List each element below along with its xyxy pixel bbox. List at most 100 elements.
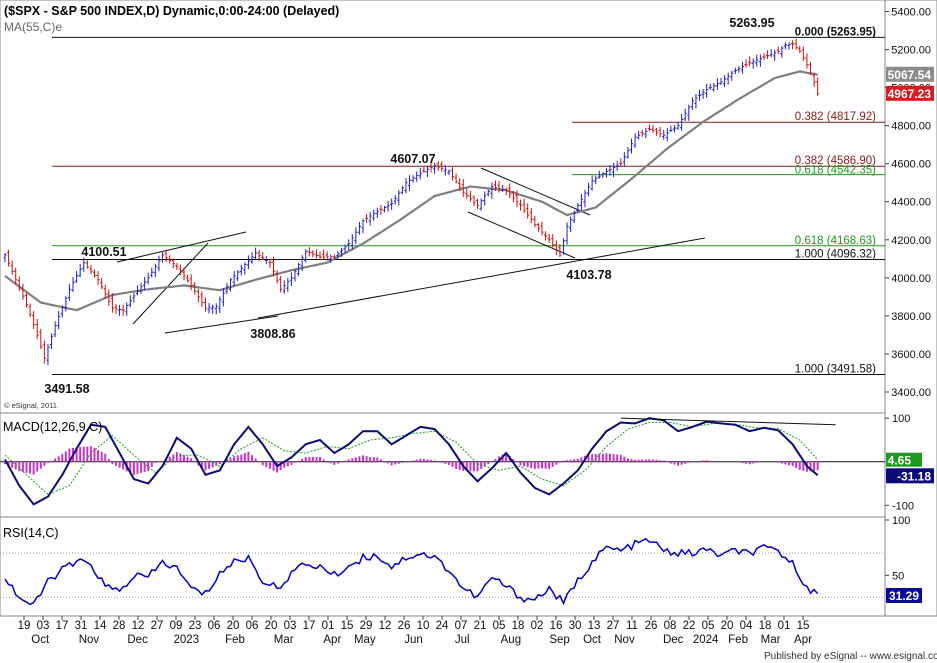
- last-close-box: [886, 85, 934, 101]
- x-tick-label: 24: [436, 620, 449, 632]
- y-tick-label: 5400.00: [891, 7, 931, 19]
- x-tick-label: 17: [303, 620, 316, 632]
- fib-level-label: 0.382 (4586.90): [795, 155, 876, 167]
- x-tick-label: 26: [398, 620, 411, 632]
- rsi-tick-label: 100: [892, 515, 910, 527]
- rsi-line: [4, 537, 819, 606]
- x-tick-label: 26: [645, 620, 658, 632]
- x-tick-label: 08: [664, 620, 677, 632]
- fib-level-label: 0.382 (4817.92): [795, 111, 876, 123]
- x-tick-label: 01: [778, 620, 791, 632]
- macd-line: [4, 417, 819, 506]
- x-tick-label: 16: [550, 620, 563, 632]
- y-axis-strip: [884, 0, 937, 617]
- x-tick-label: 14: [94, 620, 107, 632]
- price-annotation: 4103.78: [566, 268, 611, 282]
- x-tick-label: 20: [227, 620, 240, 632]
- signal-value-box: [886, 452, 922, 467]
- rsi-layer: [0, 537, 885, 606]
- x-month-label: 2024: [693, 634, 719, 646]
- y-tick-label: 4400.00: [891, 197, 931, 209]
- x-tick-label: 18: [759, 620, 772, 632]
- macd-signal-line: [4, 422, 819, 495]
- rsi-title: RSI(14,C): [3, 526, 59, 540]
- x-tick-label: 04: [740, 620, 753, 632]
- y-tick-label: 3800.00: [891, 311, 931, 323]
- x-month-label: Jun: [404, 634, 423, 646]
- fib-level-label: 1.000 (4096.32): [795, 249, 876, 261]
- trend-line: [132, 242, 209, 325]
- x-tick-label: 11: [626, 620, 638, 632]
- ma-value-label: 5067.54: [888, 68, 932, 82]
- last-close-label: 4967.23: [888, 87, 932, 101]
- macd-trend-line: [620, 417, 836, 426]
- axis-layer: 3400.00 3600.00 3800.00 4000.00 4200.00 4400.…: [18, 7, 934, 646]
- ma-value-box: [886, 66, 934, 82]
- x-month-label: May: [354, 634, 376, 646]
- x-month-label: Oct: [31, 634, 50, 646]
- x-tick-label: 28: [113, 620, 126, 632]
- x-tick-label: 19: [18, 620, 31, 632]
- macd-tick-label: 100: [892, 413, 910, 425]
- x-tick-label: 03: [284, 620, 297, 632]
- x-tick-label: 17: [56, 620, 69, 632]
- x-month-label: Apr: [794, 634, 812, 646]
- x-month-label: Sep: [549, 634, 569, 646]
- x-tick-label: 15: [797, 620, 810, 632]
- x-tick-label: 10: [417, 620, 430, 632]
- y-tick-label: 4600.00: [891, 159, 931, 171]
- price-annotation: 3491.58: [44, 382, 89, 396]
- x-tick-label: 06: [208, 620, 221, 632]
- y-tick-label: 5200.00: [891, 45, 931, 57]
- macd-tick-label: -100: [892, 500, 914, 512]
- x-month-label: Dec: [663, 634, 684, 646]
- x-month-label: Dec: [127, 634, 148, 646]
- x-tick-label: 12: [132, 620, 145, 632]
- x-month-label: Apr: [323, 634, 341, 646]
- x-tick-label: 06: [246, 620, 259, 632]
- price-annotation: 4607.07: [390, 152, 435, 166]
- x-tick-label: 01: [322, 620, 335, 632]
- x-month-label: Jul: [455, 634, 470, 646]
- x-month-label: Feb: [225, 634, 245, 646]
- macd-title: MACD(12,26,9,C): [3, 420, 102, 434]
- y-tick-label: 3600.00: [891, 349, 931, 361]
- price-panel: [0, 0, 886, 414]
- x-tick-label: 05: [702, 620, 715, 632]
- fib-level-label: 1.000 (3491.58): [795, 364, 876, 376]
- fib-level-label: 0.000 (5263.95): [795, 26, 876, 38]
- x-tick-label: 18: [512, 620, 525, 632]
- y-tick-label: 4200.00: [891, 235, 931, 247]
- x-month-label: Aug: [501, 634, 521, 646]
- footer-credit: Published by eSignal -- www.esignal.com: [764, 651, 937, 662]
- x-month-label: Mar: [761, 634, 781, 646]
- x-tick-label: 20: [265, 620, 278, 632]
- x-month-label: Mar: [274, 634, 294, 646]
- signal-value-label: 4.65: [888, 454, 912, 468]
- chart-title: ($SPX - S&P 500 INDEX,D) Dynamic,0:00-24…: [4, 4, 339, 18]
- x-tick-label: 07: [455, 620, 468, 632]
- macd-value-label: -31.18: [897, 469, 931, 483]
- x-tick-label: 12: [379, 620, 392, 632]
- x-tick-label: 20: [721, 620, 734, 632]
- y-tick-label: 3400.00: [891, 387, 931, 399]
- trend-line: [116, 231, 247, 263]
- rsi-value-box: [886, 587, 922, 603]
- trend-line: [480, 167, 591, 216]
- x-tick-label: 13: [588, 620, 601, 632]
- copyright-label: © eSignal, 2011: [4, 401, 57, 410]
- price-layer: 0.000 (5263.95) 0.382 (4817.92) 0.382 (458…: [3, 16, 885, 396]
- price-annotation: 4100.51: [81, 245, 126, 259]
- x-tick-label: 15: [341, 620, 354, 632]
- x-month-label: Feb: [728, 634, 748, 646]
- x-tick-label: 22: [683, 620, 696, 632]
- x-tick-label: 31: [75, 620, 88, 632]
- price-annotation: 3808.86: [250, 327, 295, 341]
- ma-55-line: [4, 70, 818, 312]
- x-month-label: Nov: [79, 634, 100, 646]
- x-tick-label: 21: [474, 620, 487, 632]
- x-tick-label: 23: [189, 620, 202, 632]
- x-tick-label: 05: [493, 620, 506, 632]
- macd-panel: [0, 412, 886, 518]
